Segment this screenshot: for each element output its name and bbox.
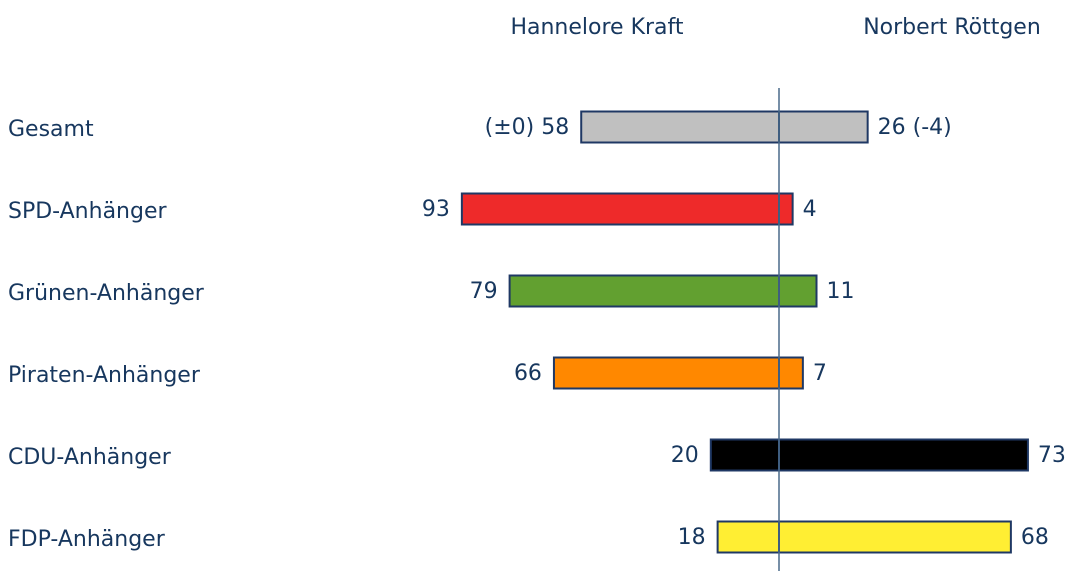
value-label: 93 [422,197,450,222]
bar [716,520,780,554]
value-label: 18 [678,525,706,550]
value-label: 11 [827,279,855,304]
value-label: 4 [803,197,817,222]
value-label: 66 [514,361,542,386]
bar [580,110,780,144]
legend-label: Norbert Röttgen [863,15,1041,40]
bar [460,192,780,226]
bar [778,274,818,308]
bar [778,192,794,226]
bar [778,356,804,390]
value-label: 20 [671,443,699,468]
bar [508,274,780,308]
category-label: Piraten-Anhänger [8,363,201,388]
bar [778,110,869,144]
bar [778,520,1012,554]
bar [778,438,1029,472]
bar [552,356,780,390]
category-label: FDP-Anhänger [8,527,166,552]
legend-label: Hannelore Kraft [510,15,683,40]
value-label: 7 [813,361,827,386]
value-label: 79 [470,279,498,304]
category-label: Grünen-Anhänger [8,281,205,306]
category-label: SPD-Anhänger [8,199,167,224]
category-label: Gesamt [8,117,94,142]
category-label: CDU-Anhänger [8,445,172,470]
bar [709,438,780,472]
value-label: (±0) 58 [485,115,570,140]
value-label: 68 [1021,525,1049,550]
value-label: 26 (-4) [878,115,952,140]
value-label: 73 [1038,443,1066,468]
